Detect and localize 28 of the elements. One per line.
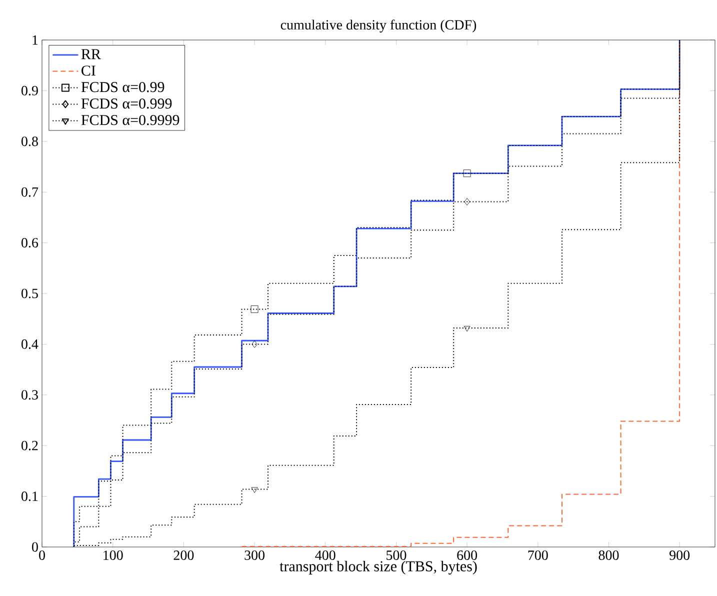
chart-title: cumulative density function (CDF) xyxy=(280,20,476,32)
y-tick-label: 0.7 xyxy=(22,187,38,197)
x-tick-label: 0 xyxy=(39,550,45,560)
x-tick-label: 800 xyxy=(598,550,619,560)
y-tick-label: 0.1 xyxy=(22,492,38,502)
legend-label: FCDS α=0.99 xyxy=(81,82,164,92)
x-tick-label: 600 xyxy=(457,550,478,560)
y-tick-label: 0.2 xyxy=(22,440,38,450)
x-axis-title: transport block size (TBS, bytes) xyxy=(280,560,477,574)
y-tick-label: 0.4 xyxy=(22,339,38,349)
y-tick-label: 0.3 xyxy=(22,390,38,400)
legend-label: CI xyxy=(82,66,96,76)
y-tick-label: 0.6 xyxy=(22,238,38,248)
legend-label: FCDS α=0.999 xyxy=(81,98,172,109)
y-tick-label: 0 xyxy=(32,542,38,552)
y-tick-label: 0.8 xyxy=(22,136,38,146)
x-tick-label: 300 xyxy=(244,550,264,560)
x-tick-label: 900 xyxy=(670,550,690,560)
legend-label: FCDS α=0.9999 xyxy=(81,114,180,126)
legend-label: RR xyxy=(81,49,101,60)
x-tick-label: 400 xyxy=(315,550,336,560)
y-tick-label: 1 xyxy=(32,35,38,45)
y-tick-label: 0.5 xyxy=(22,288,38,298)
y-tick-label: 0.9 xyxy=(22,86,38,96)
x-tick-label: 500 xyxy=(386,550,406,560)
x-tick-label: 100 xyxy=(104,550,123,560)
x-tick-label: 200 xyxy=(174,550,194,560)
x-tick-label: 700 xyxy=(528,550,548,560)
